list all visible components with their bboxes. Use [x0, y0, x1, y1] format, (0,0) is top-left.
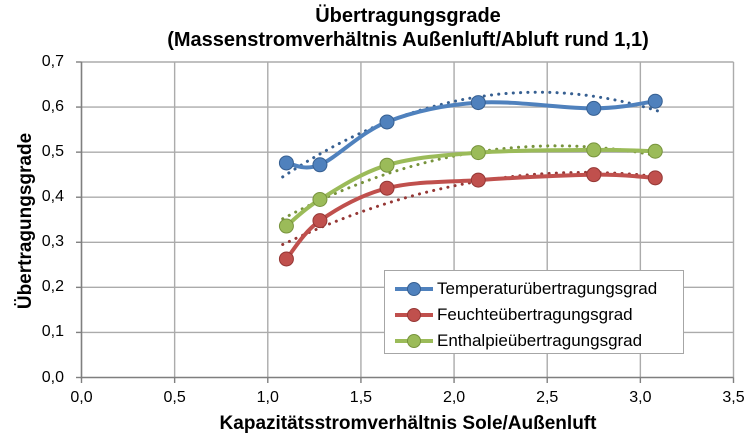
legend-marker-icon [407, 281, 421, 296]
data-point-feuchteuebertragungsgrad [312, 213, 328, 229]
series-line-enthalpieuebertragungsgrad [284, 147, 658, 229]
x-tick-label: 0,5 [163, 389, 186, 406]
chart-title: Übertragungsgrade [315, 5, 501, 27]
data-point-enthalpieuebertragungsgrad [379, 157, 395, 173]
legend-label: Feuchteübertragungsgrad [437, 304, 633, 324]
data-point-enthalpieuebertragungsgrad [312, 191, 328, 207]
legend-item-feuchte: Feuchteübertragungsgrad [394, 302, 683, 327]
data-point-temperaturuebertragungsgrad [586, 100, 602, 116]
x-axis-title: Kapazitätsstromverhältnis Sole/Außenluft [219, 413, 597, 434]
legend-line-marker-icon [395, 333, 433, 348]
y-tick-label: 0,6 [41, 98, 64, 116]
legend-marker-icon [407, 333, 421, 348]
data-point-enthalpieuebertragungsgrad [586, 142, 602, 158]
x-tick-label: 2,0 [442, 389, 466, 406]
legend-marker-icon [407, 307, 421, 322]
y-tick-label: 0,2 [41, 278, 64, 296]
y-tick-label: 0,0 [41, 368, 64, 386]
data-point-enthalpieuebertragungsgrad [470, 145, 486, 161]
x-tick-label: 2,5 [536, 389, 559, 406]
y-tick-label: 0,5 [41, 143, 64, 161]
data-point-temperaturuebertragungsgrad [312, 157, 328, 173]
legend-label: Enthalpieübertragungsgrad [437, 330, 643, 350]
data-point-temperaturuebertragungsgrad [278, 155, 294, 171]
y-tick-label: 0,4 [41, 188, 64, 206]
x-tick-label: 1,5 [349, 389, 373, 406]
y-tick-label: 0,1 [41, 323, 64, 341]
y-tick-label: 0,3 [41, 233, 64, 251]
data-point-enthalpieuebertragungsgrad [278, 218, 294, 234]
data-point-feuchteuebertragungsgrad [647, 170, 663, 186]
data-point-temperaturuebertragungsgrad [379, 114, 395, 130]
data-point-enthalpieuebertragungsgrad [647, 143, 663, 159]
legend-line-marker-icon [395, 307, 433, 322]
legend-label: Temperaturübertragungsgrad [437, 278, 658, 298]
data-point-feuchteuebertragungsgrad [278, 251, 294, 267]
x-tick-label: 3,5 [722, 389, 745, 406]
data-point-feuchteuebertragungsgrad [379, 180, 395, 196]
chart-subtitle: (Massenstromverhältnis Außenluft/Abluft … [167, 29, 649, 51]
legend-item-enthalpie: Enthalpieübertragungsgrad [394, 328, 683, 353]
trend-line-temperaturuebertragungsgrad [281, 90, 663, 179]
legend-item-temperatur: Temperaturübertragungsgrad [394, 276, 683, 301]
data-point-temperaturuebertragungsgrad [470, 95, 486, 111]
x-tick-label: 1,0 [256, 389, 279, 406]
y-tick-label: 0,7 [41, 53, 64, 70]
x-tick-label: 3,0 [629, 389, 652, 406]
data-point-temperaturuebertragungsgrad [647, 93, 663, 109]
data-point-feuchteuebertragungsgrad [470, 172, 486, 188]
x-tick-label: 0,0 [70, 389, 93, 406]
legend-line-marker-icon [395, 281, 433, 296]
data-point-feuchteuebertragungsgrad [586, 167, 602, 183]
chart-title-block: Übertragungsgrade (Massenstromverhältnis… [70, 4, 746, 52]
legend: Temperaturübertragungsgrad Feuchteübertr… [384, 270, 684, 354]
